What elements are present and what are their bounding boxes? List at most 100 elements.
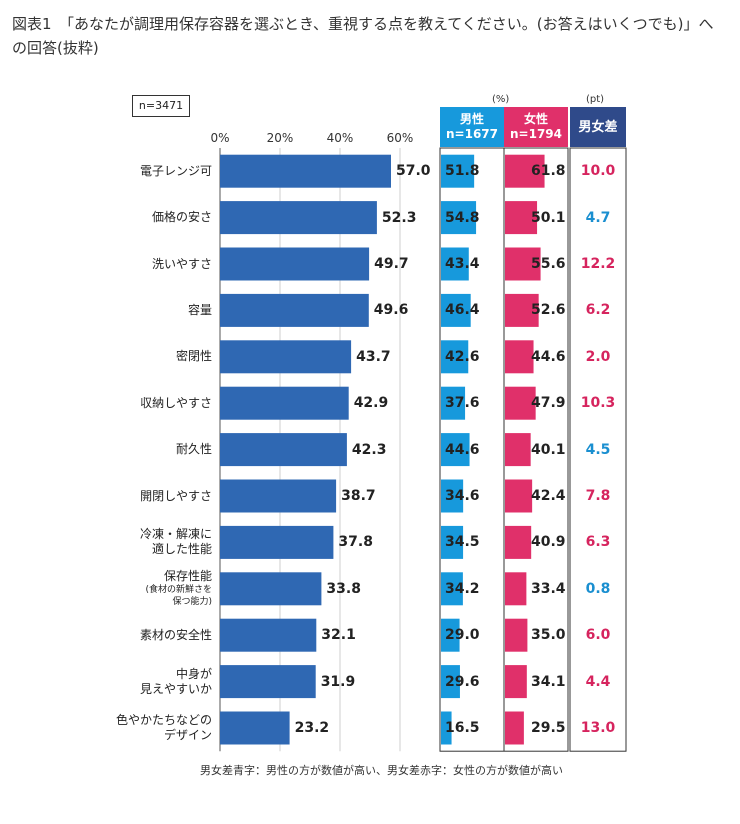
category-label-line: 洗いやすさ	[151, 256, 212, 271]
female-bar	[505, 525, 532, 559]
male-bar	[441, 293, 471, 327]
male-bar	[441, 665, 460, 699]
x-tick-label: 40%	[326, 131, 354, 145]
male-value-label: 29.0	[445, 627, 480, 644]
male-value-label: 43.4	[445, 256, 480, 272]
total-value-label: 49.7	[374, 256, 409, 272]
category-label-line: 開閉しやすさ	[140, 488, 212, 503]
category-label-line: 密閉性	[175, 349, 212, 364]
footnote: 男女差青字：男性の方が数値が高い、男女差赤字：女性の方が数値が高い	[200, 764, 563, 777]
category-sublabel-line: 保つ能力)	[172, 597, 212, 608]
x-tick-label: 0%	[210, 131, 230, 145]
total-bar	[220, 154, 391, 188]
category-label-line: 保存性能	[163, 569, 212, 584]
diff-value-label: 12.2	[580, 256, 616, 272]
female-value-label: 33.4	[531, 580, 566, 597]
diff-value-label: 0.8	[585, 580, 611, 597]
male-value-label: 51.8	[445, 163, 480, 180]
female-header-n: n=1794	[510, 127, 562, 141]
category-label-line: 色やかたちなどの	[115, 713, 212, 727]
female-value-label: 47.9	[531, 395, 566, 412]
male-bar	[441, 618, 460, 652]
male-bar	[441, 525, 464, 559]
male-value-label: 34.2	[445, 580, 480, 597]
category-label: 素材の安全性	[40, 628, 212, 643]
total-value-label: 23.2	[294, 720, 330, 736]
male-bar	[441, 154, 475, 188]
total-bar	[220, 293, 369, 327]
male-bar	[441, 711, 452, 745]
category-label-line: 価格の安さ	[151, 210, 212, 225]
female-bar	[505, 293, 539, 327]
percent-unit: (%)	[492, 94, 510, 105]
category-label: 開閉しやすさ	[40, 489, 212, 504]
female-value-label: 50.1	[531, 209, 566, 226]
category-label: 電子レンジ可	[40, 164, 212, 179]
female-bar	[505, 201, 538, 235]
male-value-label: 44.6	[445, 441, 480, 458]
category-label: 洗いやすさ	[40, 257, 212, 272]
sample-size-box: n=3471	[132, 95, 190, 117]
female-value-label: 40.1	[531, 441, 566, 458]
male-value-label: 54.8	[445, 209, 480, 226]
total-value-label: 43.7	[356, 348, 391, 365]
category-label: 耐久性	[40, 442, 212, 457]
x-tick-label: 60%	[386, 131, 414, 145]
total-bar	[220, 433, 347, 467]
total-value-label: 42.3	[351, 441, 387, 458]
female-header-label: 女性	[523, 112, 548, 126]
x-tick-label: 20%	[266, 131, 294, 145]
male-bar	[441, 201, 477, 235]
category-label-line: 容量	[187, 302, 212, 317]
category-label: 冷凍・解凍に 適した性能	[40, 527, 212, 557]
female-bar	[505, 433, 531, 467]
female-bar	[505, 340, 534, 374]
diff-value-label: 10.3	[580, 395, 616, 412]
diff-value-label: 4.7	[585, 209, 611, 226]
female-bar	[505, 154, 545, 188]
category-label-line: 適した性能	[151, 542, 212, 557]
total-bar	[220, 525, 334, 559]
male-bar	[441, 433, 470, 467]
category-sublabel-line: (食材の新鮮さを	[145, 585, 212, 596]
female-value-label: 52.6	[531, 302, 566, 319]
category-label: 密閉性	[40, 349, 212, 364]
female-value-label: 55.6	[531, 256, 566, 272]
diff-value-label: 6.2	[585, 302, 611, 319]
diff-header-label: 男女差	[578, 119, 618, 135]
male-header-n: n=1677	[446, 127, 498, 141]
chart-title: 図表1 「あなたが調理用保存容器を選ぶとき、重視する点を教えてください。(お答え…	[12, 15, 714, 57]
male-value-label: 42.6	[445, 348, 480, 365]
total-value-label: 33.8	[326, 580, 361, 597]
female-value-label: 44.6	[531, 348, 566, 365]
total-bar	[220, 665, 316, 699]
diff-value-label: 10.0	[580, 163, 616, 180]
male-bar	[441, 572, 463, 606]
female-bar	[505, 479, 533, 513]
diff-panel-border	[569, 147, 627, 752]
category-label: 中身が 見えやすいか	[40, 667, 212, 697]
female-bar	[505, 572, 527, 606]
diff-value-label: 4.4	[585, 673, 611, 690]
total-bar	[220, 618, 317, 652]
male-value-label: 37.6	[445, 395, 480, 412]
male-value-label: 34.5	[445, 534, 480, 551]
category-label-line: 中身が	[175, 666, 212, 681]
category-label: 容量	[40, 303, 212, 318]
category-label-line: デザイン	[163, 728, 212, 742]
female-value-label: 35.0	[531, 627, 566, 644]
category-label-line: 冷凍・解凍に	[139, 527, 212, 542]
total-value-label: 42.9	[353, 395, 389, 412]
total-value-label: 49.6	[373, 302, 409, 319]
diff-value-label: 2.0	[585, 348, 611, 365]
category-label: 色やかたちなどの デザイン	[40, 713, 212, 743]
total-bar	[220, 201, 377, 235]
category-label-line: 電子レンジ可	[139, 163, 212, 178]
diff-value-label: 13.0	[580, 720, 616, 736]
male-bar	[441, 479, 464, 513]
total-bar	[220, 479, 337, 513]
total-bar	[220, 572, 322, 606]
category-label-line: 見えやすいか	[139, 681, 212, 696]
total-bar	[220, 247, 370, 281]
